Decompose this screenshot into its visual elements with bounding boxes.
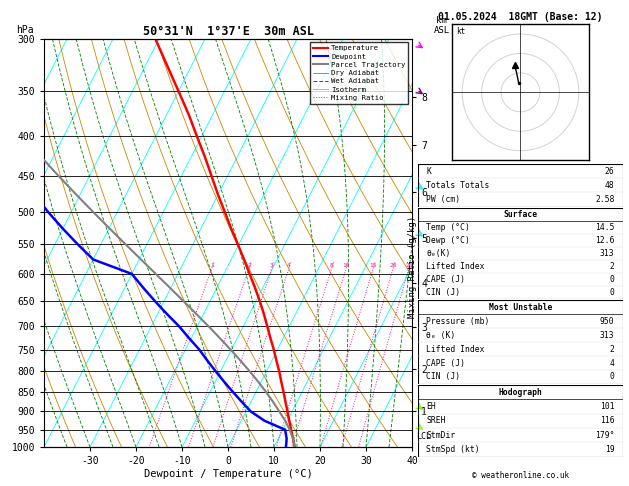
Text: SREH: SREH <box>426 417 446 425</box>
Text: 0: 0 <box>610 372 615 382</box>
Text: 15: 15 <box>370 263 377 268</box>
Text: CAPE (J): CAPE (J) <box>426 359 465 367</box>
Text: LCL: LCL <box>416 432 431 441</box>
Text: 4: 4 <box>610 359 615 367</box>
Text: Surface: Surface <box>503 209 538 219</box>
Text: kt: kt <box>457 27 465 36</box>
Text: EH: EH <box>426 402 437 411</box>
Text: CAPE (J): CAPE (J) <box>426 275 465 284</box>
Text: PW (cm): PW (cm) <box>426 195 460 204</box>
Text: 313: 313 <box>600 249 615 258</box>
Text: Totals Totals: Totals Totals <box>426 181 490 190</box>
Text: 2: 2 <box>610 345 615 354</box>
Text: 1: 1 <box>210 263 214 268</box>
Text: 313: 313 <box>600 330 615 340</box>
Text: StmSpd (kt): StmSpd (kt) <box>426 445 480 454</box>
Text: 0: 0 <box>610 275 615 284</box>
Text: 20: 20 <box>389 263 397 268</box>
Text: 48: 48 <box>604 181 615 190</box>
Text: 4: 4 <box>287 263 291 268</box>
Text: 12.6: 12.6 <box>595 236 615 244</box>
Text: 14.5: 14.5 <box>595 223 615 232</box>
Text: 2: 2 <box>610 262 615 271</box>
Text: Lifted Index: Lifted Index <box>426 262 485 271</box>
Text: Lifted Index: Lifted Index <box>426 345 485 354</box>
Text: θₑ (K): θₑ (K) <box>426 330 456 340</box>
Text: Most Unstable: Most Unstable <box>489 303 552 312</box>
Text: 950: 950 <box>600 317 615 326</box>
Text: Dewp (°C): Dewp (°C) <box>426 236 470 244</box>
Text: CIN (J): CIN (J) <box>426 288 460 297</box>
Text: Pressure (mb): Pressure (mb) <box>426 317 490 326</box>
Text: hPa: hPa <box>16 25 34 35</box>
Text: CIN (J): CIN (J) <box>426 372 460 382</box>
Text: © weatheronline.co.uk: © weatheronline.co.uk <box>472 471 569 480</box>
Text: 19: 19 <box>604 445 615 454</box>
Text: 0: 0 <box>610 288 615 297</box>
Text: km
ASL: km ASL <box>433 16 450 35</box>
X-axis label: Dewpoint / Temperature (°C): Dewpoint / Temperature (°C) <box>143 469 313 479</box>
Text: 8: 8 <box>330 263 333 268</box>
Text: 10: 10 <box>342 263 350 268</box>
Text: 116: 116 <box>600 417 615 425</box>
Text: θₑ(K): θₑ(K) <box>426 249 451 258</box>
Text: 26: 26 <box>604 167 615 176</box>
Text: 3: 3 <box>270 263 274 268</box>
Text: 101: 101 <box>600 402 615 411</box>
Text: Temp (°C): Temp (°C) <box>426 223 470 232</box>
Text: Hodograph: Hodograph <box>499 388 542 397</box>
Text: K: K <box>426 167 431 176</box>
Legend: Temperature, Dewpoint, Parcel Trajectory, Dry Adiabat, Wet Adiabat, Isotherm, Mi: Temperature, Dewpoint, Parcel Trajectory… <box>310 42 408 104</box>
Text: StmDir: StmDir <box>426 431 456 440</box>
Text: 2.58: 2.58 <box>595 195 615 204</box>
Text: 01.05.2024  18GMT (Base: 12): 01.05.2024 18GMT (Base: 12) <box>438 12 603 22</box>
Text: 2: 2 <box>247 263 251 268</box>
Text: 179°: 179° <box>595 431 615 440</box>
Title: 50°31'N  1°37'E  30m ASL: 50°31'N 1°37'E 30m ASL <box>143 25 313 38</box>
Text: 25: 25 <box>405 263 413 268</box>
Text: Mixing Ratio (g/kg): Mixing Ratio (g/kg) <box>408 216 417 318</box>
